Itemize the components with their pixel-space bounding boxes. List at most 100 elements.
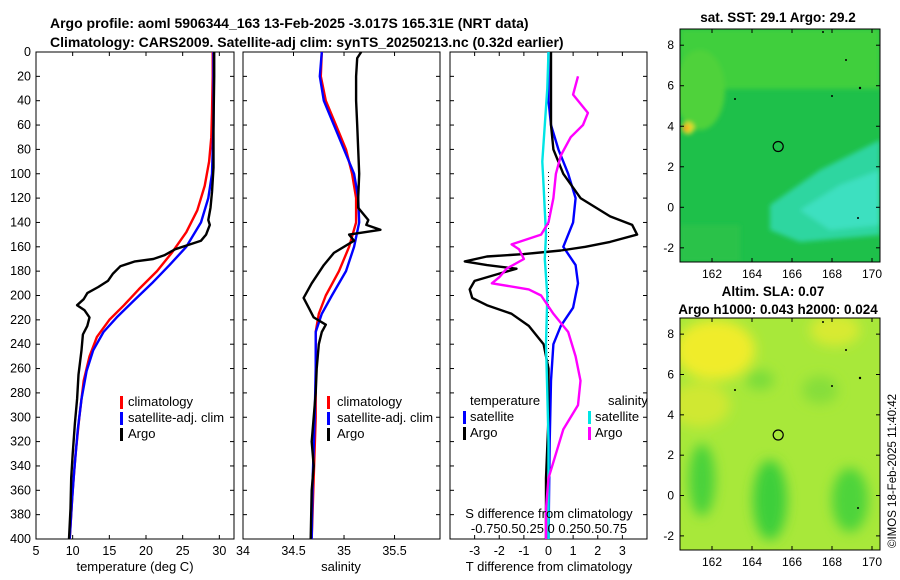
depth-tick-label: 320 (10, 435, 31, 449)
legend-swatch-t-satellite (463, 411, 466, 424)
sla-map-field (680, 318, 880, 550)
lat-tick-label: 6 (667, 367, 674, 381)
legend-label-argo: Argo (337, 426, 364, 441)
lon-tick-label: 170 (862, 555, 882, 569)
island-dot (858, 86, 862, 90)
x-tick-label: 2 (594, 544, 601, 558)
sla-argo-marker (772, 429, 784, 441)
lat-tick-label: 0 (667, 489, 674, 503)
lon-tick-label: 166 (782, 555, 802, 569)
legend-swatch-s-satellite (588, 411, 591, 424)
depth-tick-label: 40 (17, 94, 31, 108)
salinity-legend: climatology satellite-adj. clim Argo (327, 394, 433, 441)
legend-swatch-t-argo (463, 427, 466, 440)
s-difference-axis-label: S difference from climatology (465, 506, 633, 521)
x-tick-label: 0 (545, 544, 552, 558)
legend-swatch-climatology (120, 396, 123, 409)
salinity-series (302, 51, 382, 540)
sst-south-west (680, 225, 740, 262)
series-salinity-argo (490, 75, 590, 539)
island-dot (857, 217, 859, 219)
lat-tick-label: 8 (667, 327, 674, 341)
depth-tick-label: 140 (10, 215, 31, 229)
temperature-series (67, 52, 216, 540)
legend-swatch-argo (120, 428, 123, 441)
legend-label-climatology: climatology (128, 394, 194, 409)
argo-position-marker (772, 140, 784, 153)
lat-tick-label: 4 (667, 408, 674, 422)
difference-series (463, 51, 639, 540)
legend-label-climatology: climatology (337, 394, 403, 409)
sst-map-title: sat. SST: 29.1 Argo: 29.2 (700, 10, 856, 25)
sla-low-centre (753, 460, 787, 540)
depth-tick-label: 160 (10, 240, 31, 254)
sla-high-north-west (680, 320, 755, 380)
lat-tick-label: 8 (667, 38, 674, 52)
sla-islands (734, 321, 862, 509)
island-dot (734, 389, 736, 391)
x-tick-label: 35 (337, 544, 351, 558)
depth-tick-label: 340 (10, 459, 31, 473)
sla-high-north-east (810, 318, 860, 346)
series-temperature-argo (463, 52, 639, 539)
salinity-depth-ticks (243, 51, 440, 540)
sla-low-east (832, 468, 868, 532)
legend-swatch-satellite (327, 412, 330, 425)
x-tick-label: -1 (518, 544, 529, 558)
lat-tick-label: 4 (667, 119, 674, 133)
island-dot (822, 321, 824, 323)
island-dot (831, 95, 833, 97)
legend-swatch-s-argo (588, 427, 591, 440)
figure-title-line-2: Climatology: CARS2009. Satellite-adj cli… (50, 34, 564, 50)
depth-tick-label: 20 (17, 69, 31, 83)
x-tick-label: 35.5 (382, 544, 406, 558)
figure-title-line-1: Argo profile: aoml 5906344_163 13-Feb-20… (50, 15, 529, 31)
depth-tick-label: 120 (10, 191, 31, 205)
sla-low-mid (802, 376, 838, 404)
x-tick-label: 5 (33, 544, 40, 558)
imos-watermark: ©IMOS 18-Feb-2025 11:40:42 (887, 394, 899, 548)
x-tick-label: 3 (619, 544, 626, 558)
lat-tick-label: 6 (667, 79, 674, 93)
sla-high-west (680, 383, 730, 427)
x-tick-label: 15 (102, 544, 116, 558)
depth-tick-label: 220 (10, 313, 31, 327)
temperature-x-label: temperature (deg C) (76, 559, 193, 574)
lon-tick-label: 164 (742, 555, 762, 569)
sst-map-frame (679, 28, 881, 263)
x-tick-label: 34.5 (281, 544, 305, 558)
depth-tick-label: 360 (10, 483, 31, 497)
island-dot (845, 349, 847, 351)
lon-tick-label: 162 (702, 555, 722, 569)
depth-tick-label: 0 (24, 45, 31, 59)
x-tick-label: 34 (236, 544, 250, 558)
difference-depth-ticks (450, 51, 647, 540)
sst-islands (734, 31, 862, 219)
temperature-x-axis: 5 10 15 20 25 30 (33, 52, 226, 558)
legend-title-salinity: salinity (608, 393, 648, 408)
depth-tick-label: 300 (10, 410, 31, 424)
difference-panel: -3 -2 -1 0 1 2 3 T difference from climatology… (449, 51, 648, 574)
lon-tick-label: 168 (822, 267, 842, 281)
island-dot (857, 507, 859, 509)
x-tick-label: 1 (570, 544, 577, 558)
series-argo (302, 51, 382, 540)
island-dot (845, 59, 847, 61)
x-tick-label: 20 (139, 544, 153, 558)
x-tick-label: -2 (494, 544, 505, 558)
sla-map-subtitle: Argo h1000: 0.043 h2000: 0.024 (678, 302, 878, 317)
sst-map-panel: sat. SST: 29.1 Argo: 29.2 162 164 166 168 17… (663, 10, 882, 281)
legend-swatch-satellite (120, 412, 123, 425)
salinity-x-axis: 34 34.5 35 35.5 (236, 52, 407, 558)
temperature-axes-box (35, 51, 235, 540)
sla-map-axes: 162 164 166 168 170 -2 0 2 4 6 8 (663, 318, 882, 569)
sst-warm-west (680, 50, 725, 130)
island-dot (831, 385, 833, 387)
lon-tick-label: 166 (782, 267, 802, 281)
lon-tick-label: 164 (742, 267, 762, 281)
depth-tick-label: 180 (10, 264, 31, 278)
sla-map-title: Altim. SLA: 0.07 (722, 284, 825, 299)
lat-tick-label: 2 (667, 160, 674, 174)
legend-title-temperature: temperature (470, 393, 540, 408)
